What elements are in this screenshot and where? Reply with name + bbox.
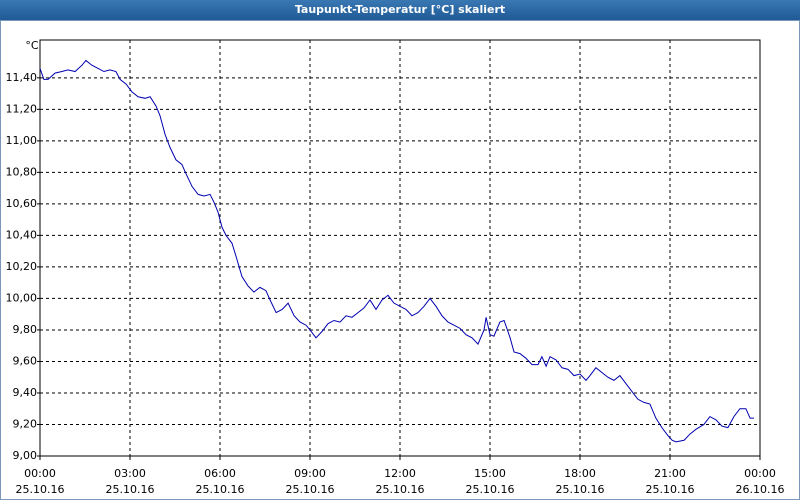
y-tick-label: 10,40 xyxy=(6,228,38,241)
chart-title: Taupunkt-Temperatur [°C] skaliert xyxy=(295,3,505,16)
x-tick-label: 15:00 25.10.16 xyxy=(466,467,515,496)
x-tick-label: 00:00 26.10.16 xyxy=(736,467,785,496)
x-tick-label: 06:00 25.10.16 xyxy=(196,467,245,496)
y-tick-label: 11,20 xyxy=(6,102,38,115)
x-tick-label: 00:00 25.10.16 xyxy=(16,467,65,496)
y-tick-label: 9,20 xyxy=(13,417,38,430)
y-tick-label: 9,40 xyxy=(13,386,38,399)
x-tick-label: 03:00 25.10.16 xyxy=(106,467,155,496)
y-tick-label: 9,80 xyxy=(13,323,38,336)
x-tick-label: 18:00 25.10.16 xyxy=(556,467,605,496)
y-tick-label: 10,80 xyxy=(6,165,38,178)
y-tick-label: 11,40 xyxy=(6,71,38,84)
y-tick-label: 9,00 xyxy=(13,449,38,462)
y-tick-label: 10,00 xyxy=(6,291,38,304)
x-tick-label: 09:00 25.10.16 xyxy=(286,467,335,496)
x-tick-label: 21:00 25.10.16 xyxy=(646,467,695,496)
x-tick-label: 12:00 25.10.16 xyxy=(376,467,425,496)
plot-border xyxy=(39,39,761,457)
y-unit: °C xyxy=(25,39,39,52)
y-tick-label: 9,60 xyxy=(13,354,38,367)
y-tick-label: 10,20 xyxy=(6,260,38,273)
data-line xyxy=(39,59,754,443)
y-tick-label: 10,60 xyxy=(6,197,38,210)
y-tick-label: 11,00 xyxy=(6,134,38,147)
title-bar xyxy=(0,0,800,20)
